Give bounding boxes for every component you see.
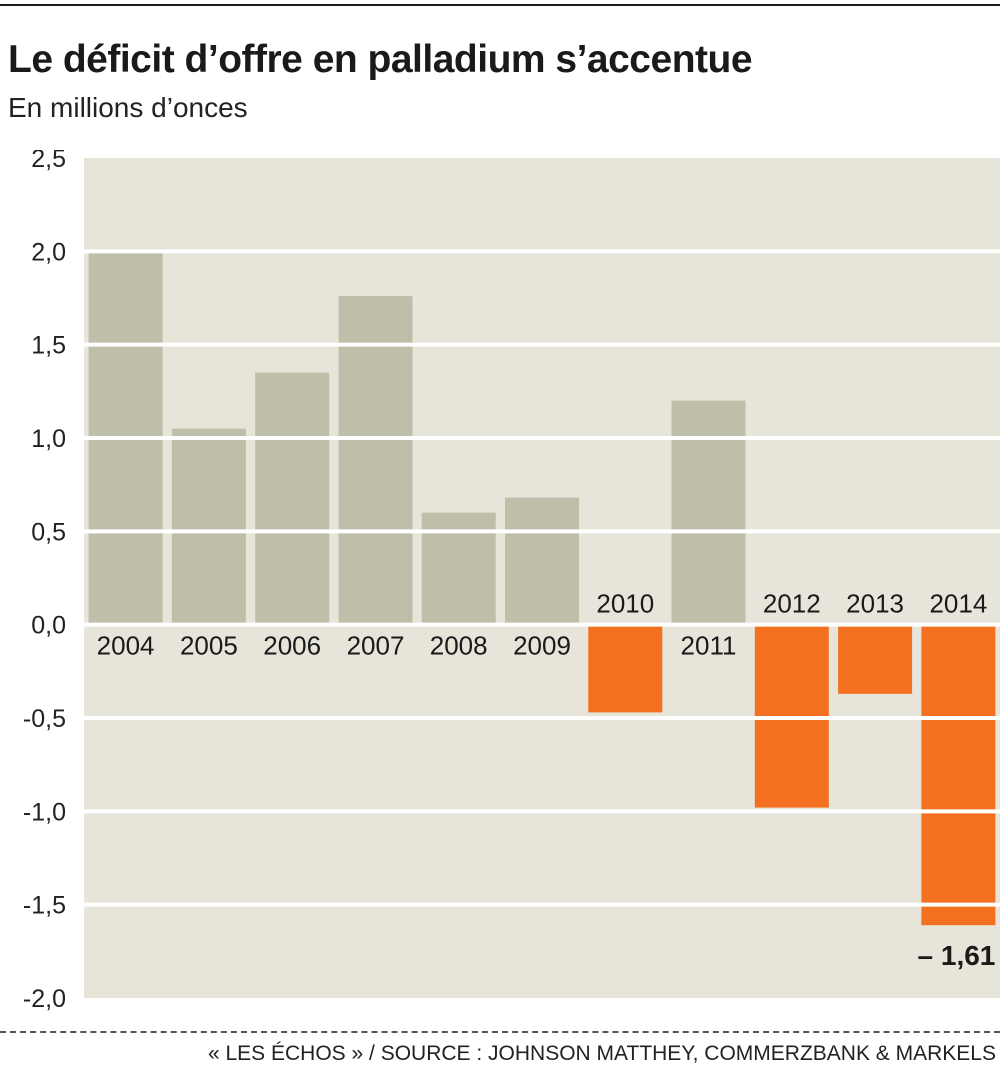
x-label-2012: 2012 [763,589,821,619]
y-tick-label: 2,0 [31,238,66,266]
x-label-2004: 2004 [97,631,155,661]
footer-divider [0,1031,1000,1033]
value-annotation-2014: – 1,61 [918,940,996,971]
bar-2014 [921,624,996,926]
x-label-2013: 2013 [846,589,904,619]
bar-2009 [505,497,579,625]
x-label-2014: 2014 [929,589,987,619]
x-label-2007: 2007 [347,631,405,661]
bar-chart: 2,5 2,0 1,5 1,0 0,5 0,0 -0,5 -1,0 -1,5 -2,0 2004 20… [23,150,1000,1013]
x-label-2005: 2005 [180,631,238,661]
y-tick-label: 1,5 [31,332,66,360]
bar-2011 [671,400,746,625]
y-tick-label: -2,0 [23,985,66,1013]
y-tick-label: 0,0 [31,612,66,640]
source-note: « LES ÉCHOS » / SOURCE : JOHNSON MATTHEY… [207,1042,996,1065]
x-label-2011: 2011 [681,631,737,661]
top-rule [0,4,1000,6]
chart-subtitle: En millions d’onces [8,92,248,123]
x-label-2006: 2006 [263,631,321,661]
y-tick-label: 0,5 [31,518,66,546]
y-tick-label: -1,5 [23,892,66,920]
x-label-2009: 2009 [513,631,571,661]
x-label-2010: 2010 [596,589,654,619]
chart-title: Le déficit d’offre en palladium s’accent… [8,38,753,81]
y-tick-label: -0,5 [23,705,66,733]
bar-2005 [171,428,246,625]
x-label-2008: 2008 [430,631,488,661]
y-tick-label: 2,5 [31,150,66,173]
bar-2013 [838,624,913,694]
bar-2010 [588,624,663,713]
bar-2006 [255,372,330,625]
bar-2007 [338,296,413,625]
y-tick-label: 1,0 [31,425,66,453]
y-tick-label: -1,0 [23,798,66,826]
